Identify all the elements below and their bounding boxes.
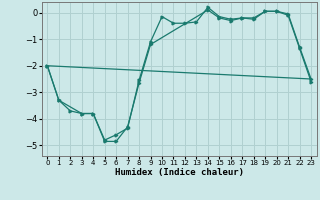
X-axis label: Humidex (Indice chaleur): Humidex (Indice chaleur) [115,168,244,177]
